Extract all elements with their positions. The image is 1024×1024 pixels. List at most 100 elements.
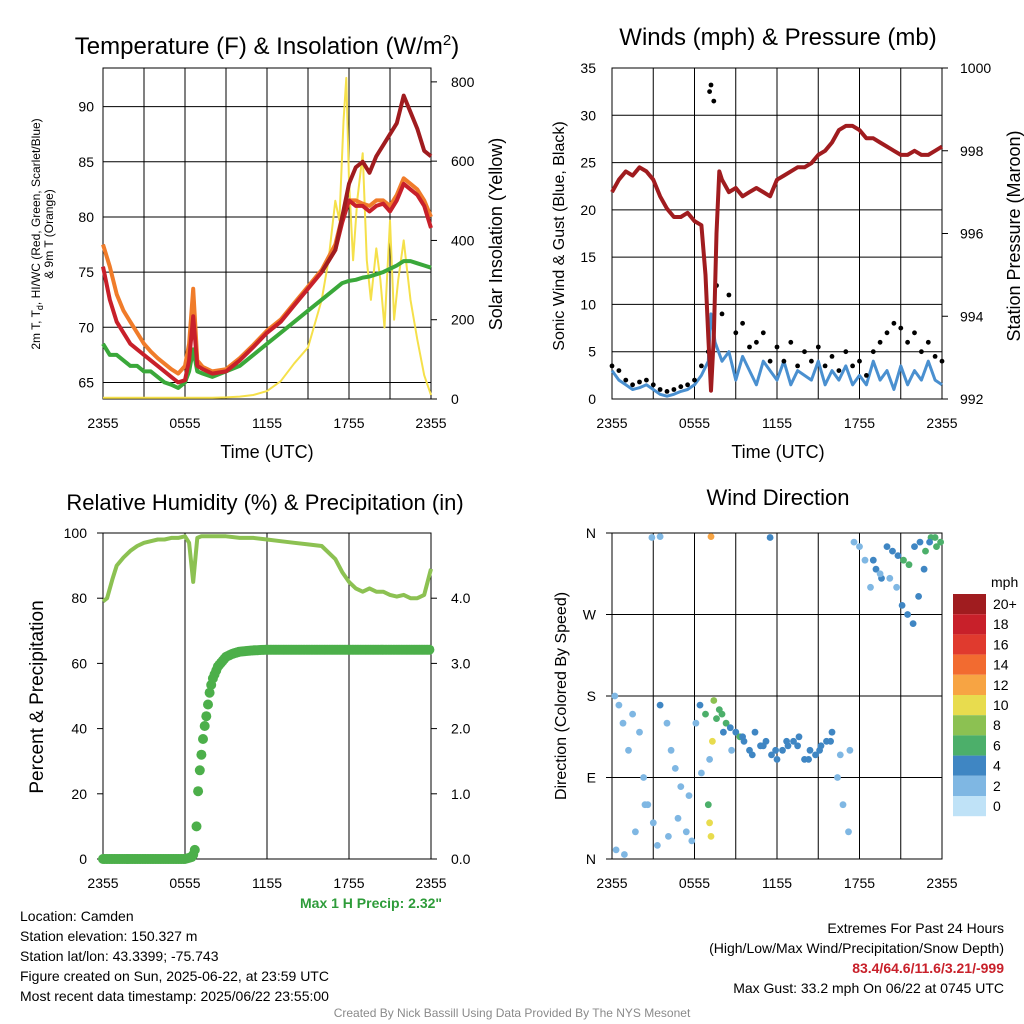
legend-label: 8 [993,717,1001,733]
gust-point [637,379,642,385]
direction-point [648,534,656,541]
y2-tick-label: 0 [451,391,459,407]
gust-point [857,358,862,364]
legend-swatch [953,796,986,817]
x-tick-label: 1155 [252,875,282,891]
x-tick-label: 0555 [169,415,200,431]
temp-plot-area: 2355 0555 1155 1755 2355 65 70 75 80 85 90 0 200 400 6… [78,67,475,431]
y2-tick-label: 1000 [960,60,991,76]
direction-point [632,828,639,836]
direction-point [845,828,852,836]
gust-point [905,339,910,345]
y-tick-label: 25 [580,155,596,171]
y2-tick-label: 996 [960,226,984,242]
temp-ylabel-right: Solar Insolation (Yellow) [486,138,506,330]
direction-point [722,719,730,727]
y-tick-label: S [587,688,596,704]
direction-point [886,574,894,582]
y-tick-label: 60 [71,655,87,671]
gust-point [932,354,938,359]
direction-point [629,710,636,718]
direction-point [812,751,819,759]
direction-point [619,719,627,727]
gust-point [747,344,752,350]
direction-point [828,728,836,736]
gust-point [609,363,615,369]
direction-point [706,819,713,827]
gust-point [719,311,725,317]
gust-point [919,349,924,355]
gust-point [678,384,684,390]
direction-point [656,533,664,540]
direction-point [612,846,620,854]
gust-point [664,389,670,394]
direction-point [751,728,759,736]
gust-point [884,330,890,336]
direction-point [893,583,900,591]
temp-xlabel: Time (UTC) [220,442,313,462]
direction-point [688,837,696,845]
direction-point [654,842,661,849]
direction-point [663,719,671,727]
direction-point [748,751,756,759]
direction-point [656,701,664,709]
direction-point [625,746,632,754]
gust-point [754,339,759,345]
precip-point [199,721,210,731]
rh-ylabel: Percent & Precipitation [27,600,48,793]
direction-point [739,733,746,741]
direction-point [889,547,896,555]
series-line-sonic-wind [610,312,943,398]
gust-point [726,292,732,298]
gust-point [685,382,690,388]
gust-point [925,339,931,345]
x-tick-label: 1755 [333,875,364,891]
direction-point [905,561,913,569]
extremes-values: 83.4/64.6/11.6/3.21/-999 [852,960,1004,976]
y-tick-label: 80 [71,590,87,606]
temperature-panel: Temperature (F) & Insolation (W/m2) 2m T… [29,32,506,462]
direction-point [649,819,657,827]
direction-point [707,533,715,540]
direction-point [732,728,740,736]
direction-point [685,792,693,799]
direction-point [641,801,649,809]
y-tick-label: 5 [588,344,596,360]
y2-tick-label: 800 [451,74,475,90]
temp-ylabel: 2m T, Td, HI/WC (Red, Green, Scarlet/Blu… [29,118,56,349]
series-line-2m-t [101,181,433,385]
gust-point [774,344,780,350]
legend-swatch [953,775,986,796]
gust-point [657,387,663,392]
x-tick-label: 2355 [596,415,627,431]
legend-label: 4 [993,758,1001,774]
gust-point [877,339,883,345]
y2-tick-label: 4.0 [451,590,471,606]
direction-point [827,737,834,745]
direction-point [783,737,790,745]
direction-point [931,534,939,541]
direction-point [759,742,767,750]
y2-tick-label: 2.0 [451,721,471,737]
gust-point [707,89,712,94]
y-tick-label: 15 [580,249,596,265]
gust-point [692,377,697,383]
y-tick-label: 65 [78,374,94,390]
legend-label: 0 [993,798,1001,814]
direction-point [790,737,797,745]
series-line-relative-humidity [101,534,433,604]
temp-title: Temperature (F) & Insolation (W/m2) [75,32,459,60]
direction-point [922,547,929,555]
legend-title: mph [991,574,1018,590]
direction-point [766,534,774,541]
gust-point [898,325,904,331]
rh-panel: Relative Humidity (%) & Precipitation (i… [27,490,471,891]
y-tick-label: 85 [78,154,94,170]
direction-point [850,538,858,546]
gust-point [699,363,704,369]
wind-ylabel-right: Station Pressure (Maroon) [1004,130,1024,341]
gust-point [822,363,828,369]
legend-swatch [953,654,986,675]
